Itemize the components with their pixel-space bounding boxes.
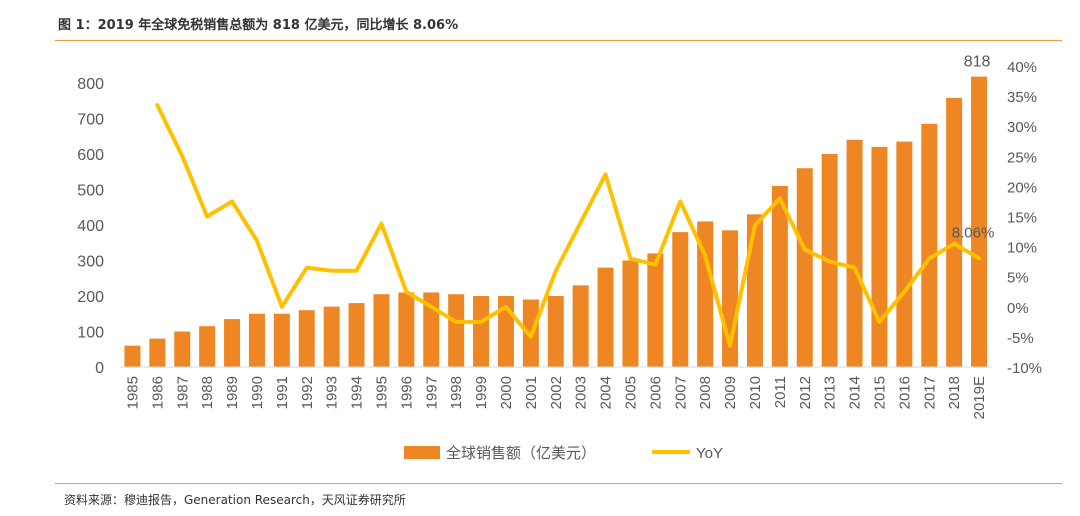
y-right-tick-label: -5% [1007,330,1034,347]
x-tick-label: 2017 [921,376,938,409]
y-right-tick-label: 35% [1007,89,1037,106]
x-tick-label: 2009 [722,376,739,409]
bar-data-label-2019e: 818 [964,54,991,71]
y-left-tick-label: 400 [77,218,104,235]
yoy-line [155,103,981,348]
x-tick-label: 2019E [971,376,988,419]
bar-1998 [448,294,465,367]
bar-1986 [149,338,166,367]
bar-2010 [746,214,763,367]
bar-2012 [796,168,813,367]
y-right-tick-label: 5% [1007,270,1029,287]
bar-2014 [846,139,863,367]
x-tick-label: 2013 [822,376,839,409]
bar-1990 [248,313,265,367]
bar-2008 [697,221,714,367]
x-tick-label: 1990 [249,376,266,409]
x-tick-label: 1998 [448,376,465,409]
y-left-tick-label: 500 [77,183,104,200]
top-divider [55,40,1062,41]
x-tick-label: 2008 [697,376,714,409]
y-left-tick-label: 300 [77,254,104,271]
legend-line-label: YoY [696,445,723,462]
x-tick-label: 2006 [647,376,664,409]
bar-1995 [373,294,390,367]
bar-1993 [323,306,340,367]
y-left-tick-label: 600 [77,147,104,164]
bar-1999 [473,296,490,367]
bar-1985 [124,345,141,367]
figure-title: 图 1：2019 年全球免税销售总额为 818 亿美元，同比增长 8.06% [58,18,459,33]
bar-1988 [199,326,216,367]
x-tick-label: 1994 [349,376,366,409]
bar-2004 [597,267,614,367]
y-right-tick-label: -10% [1007,360,1042,377]
y-right-tick-label: 20% [1007,179,1037,196]
y-left-tick-label: 700 [77,112,104,129]
y-left-tick-label: 100 [77,325,104,342]
x-tick-label: 2014 [847,376,864,409]
y-left-tick-label: 0 [95,360,104,377]
x-tick-label: 2004 [598,376,615,409]
x-tick-label: 2002 [548,376,565,409]
x-tick-label: 1987 [174,376,191,409]
x-tick-label: 2015 [871,376,888,409]
x-tick-label: 2016 [896,376,913,409]
x-tick-label: 1993 [324,376,341,409]
x-tick-label: 2012 [797,376,814,409]
x-tick-label: 1996 [398,376,415,409]
legend-bar-swatch [404,446,440,459]
bar-2018 [946,97,963,367]
bar-2015 [871,146,888,367]
x-tick-label: 1995 [373,376,390,409]
bar-2019E [971,76,988,368]
x-tick-label: 1988 [199,376,216,409]
bar-2007 [672,232,689,367]
x-tick-label: 1991 [274,376,291,409]
bottom-divider [55,483,1062,484]
bar-2017 [921,123,938,367]
x-tick-label: 2000 [498,376,515,409]
yoy-data-label-2019e: 8.06% [952,224,995,241]
bar-2016 [896,141,913,367]
bar-1994 [348,303,365,367]
bar-1989 [224,319,241,367]
bar-2005 [622,260,639,367]
bar-2011 [771,185,788,367]
y-right-tick-label: 25% [1007,149,1037,166]
x-tick-label: 2007 [672,376,689,409]
x-tick-label: 2001 [523,376,540,409]
y-right-tick-label: 0% [1007,300,1029,317]
bar-1996 [398,292,415,367]
x-tick-label: 2011 [772,376,789,408]
y-left-tick-label: 800 [77,76,104,93]
x-tick-label: 2018 [946,376,963,409]
y-right-tick-label: 10% [1007,240,1037,257]
legend-bar-label: 全球销售额（亿美元） [446,444,596,462]
bar-1991 [273,313,290,367]
bar-1987 [174,331,191,367]
x-tick-label: 1999 [473,376,490,409]
bar-1992 [298,310,315,367]
x-tick-label: 2005 [622,376,639,409]
bar-2003 [572,285,589,367]
x-tick-label: 1989 [224,376,241,409]
bar-2006 [647,253,664,367]
x-tick-label: 1997 [423,376,440,409]
x-tick-label: 1986 [149,376,166,409]
x-tick-label: 1985 [124,376,141,409]
x-tick-label: 1992 [299,376,316,409]
x-tick-label: 2010 [747,376,764,409]
y-right-tick-label: 40% [1007,59,1037,76]
y-right-tick-label: 15% [1007,210,1037,227]
x-tick-label: 2003 [573,376,590,409]
source-note: 资料来源：穆迪报告，Generation Research，天风证券研究所 [64,493,406,507]
y-right-tick-label: 30% [1007,119,1037,136]
y-left-tick-label: 200 [77,289,104,306]
bar-2002 [547,296,564,367]
